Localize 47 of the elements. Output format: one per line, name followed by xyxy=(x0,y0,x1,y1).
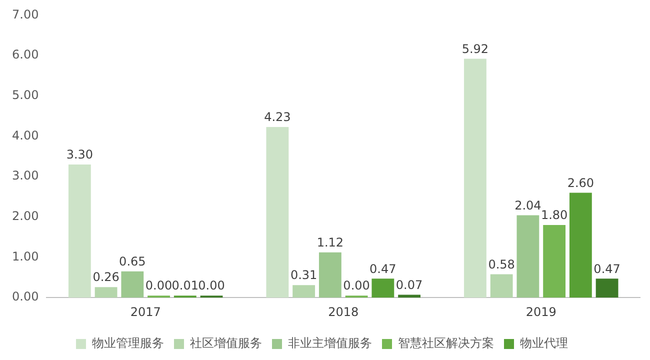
data-label: 1.12 xyxy=(316,236,344,250)
y-tick-label: 0.00 xyxy=(12,290,39,304)
data-label: 0.00 xyxy=(343,278,370,293)
x-tick-label: 2017 xyxy=(130,304,161,319)
data-label: 0.26 xyxy=(92,270,120,284)
y-tick-label: 6.00 xyxy=(12,48,39,62)
data-label: 2.60 xyxy=(567,176,594,190)
bar xyxy=(543,224,566,298)
bar xyxy=(596,278,618,298)
bar xyxy=(292,285,316,298)
data-label: 1.80 xyxy=(540,208,568,222)
bar xyxy=(121,271,144,298)
bar xyxy=(516,215,540,298)
y-tick-label: 3.00 xyxy=(12,168,39,183)
data-label: 5.92 xyxy=(462,42,489,56)
data-label: 0.00 xyxy=(198,278,225,293)
y-tick-label: 5.00 xyxy=(12,88,39,102)
data-label: 0.65 xyxy=(119,254,146,268)
legend-label: 非业主增值服务 xyxy=(288,336,372,350)
x-tick-label: 2018 xyxy=(328,304,359,319)
bar xyxy=(490,274,513,298)
bar xyxy=(266,126,289,298)
data-label: 4.23 xyxy=(264,110,291,124)
bar xyxy=(68,164,91,298)
legend-label: 智慧社区解决方案 xyxy=(398,336,494,350)
legend-label: 物业代理 xyxy=(520,336,568,350)
y-tick-label: 7.00 xyxy=(12,7,39,22)
bar xyxy=(464,58,486,298)
data-label: 0.01 xyxy=(172,278,199,293)
bar xyxy=(569,192,592,298)
bar xyxy=(372,278,394,298)
legend-label: 社区增值服务 xyxy=(190,336,262,350)
legend-label: 物业管理服务 xyxy=(92,336,164,350)
bar xyxy=(94,287,118,298)
x-tick-label: 2019 xyxy=(526,304,556,319)
y-tick-label: 2.00 xyxy=(12,209,39,224)
data-label: 3.30 xyxy=(66,148,94,162)
data-label: 0.47 xyxy=(370,262,396,276)
data-label: 0.31 xyxy=(290,268,318,282)
data-label: 0.47 xyxy=(594,262,620,276)
data-label: 0.00 xyxy=(145,278,172,293)
bar xyxy=(318,252,342,298)
y-tick-label: 4.00 xyxy=(12,128,39,142)
data-label: 2.04 xyxy=(514,198,542,212)
data-label: 0.58 xyxy=(488,257,515,272)
y-tick-label: 1.00 xyxy=(12,249,39,264)
data-label: 0.07 xyxy=(396,278,423,292)
